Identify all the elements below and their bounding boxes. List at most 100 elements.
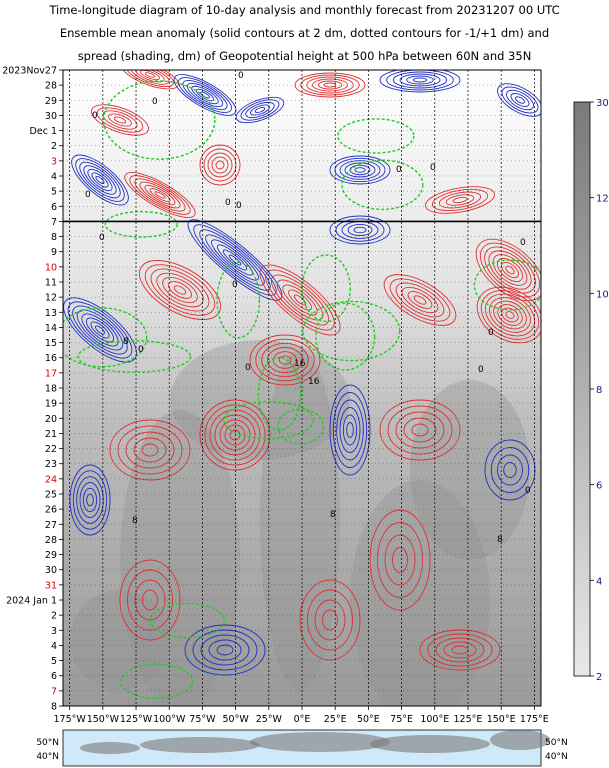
longitude-tick-label: 125°W xyxy=(120,714,153,725)
anomaly-contour xyxy=(317,80,343,90)
date-tick-label: 2 xyxy=(51,141,57,152)
colorbar-tick-label: 6 xyxy=(596,481,602,492)
anomaly-contour xyxy=(205,234,265,286)
chart-title-line-3: spread (shading, dm) of Geopotential hei… xyxy=(77,49,532,63)
anomaly-contour xyxy=(125,431,175,469)
anomaly-contour xyxy=(335,218,385,242)
anomaly-contour xyxy=(219,419,251,451)
contour-label: 0 xyxy=(488,328,494,338)
anomaly-contour xyxy=(427,633,493,667)
anomaly-contour xyxy=(515,96,525,104)
land-mass xyxy=(250,732,390,752)
anomaly-contour xyxy=(150,268,210,312)
date-tick-label: 12 xyxy=(45,293,57,304)
date-tick-label: 21 xyxy=(45,429,57,440)
anomaly-contour xyxy=(82,487,98,513)
longitude-tick-label: 100°E xyxy=(420,714,449,725)
anomaly-contour xyxy=(387,405,453,455)
contour-label: 0 xyxy=(430,163,436,173)
anomaly-contour xyxy=(501,261,519,279)
date-tick-label: 14 xyxy=(45,323,57,334)
zero-contour xyxy=(277,408,325,445)
anomaly-contour xyxy=(377,522,423,598)
contour-label: 0 xyxy=(152,97,158,107)
anomaly-contour xyxy=(480,242,540,298)
anomaly-contour xyxy=(129,175,191,215)
colorbar-tick-label: 8 xyxy=(596,385,602,396)
contour-label: 0 xyxy=(236,201,242,211)
anomaly-contour xyxy=(329,155,391,185)
anomaly-contour xyxy=(344,162,376,178)
anomaly-contour xyxy=(81,313,119,347)
date-tick-label: 19 xyxy=(45,399,57,410)
zero-contour xyxy=(473,259,541,311)
anomaly-contour xyxy=(86,493,94,507)
anomaly-contour xyxy=(452,196,468,204)
longitude-tick-label: 100°W xyxy=(153,714,186,725)
anomaly-contour xyxy=(484,439,536,501)
contour-label: 0 xyxy=(525,486,531,496)
anomaly-contour xyxy=(144,72,156,78)
anomaly-contour xyxy=(497,454,523,486)
date-tick-label: 3 xyxy=(51,156,57,167)
anomaly-contour xyxy=(144,264,216,316)
contour-label: 0 xyxy=(225,198,231,208)
anomaly-contour xyxy=(395,282,445,318)
contour-label: 0 xyxy=(232,280,238,290)
zero-contour xyxy=(315,302,376,371)
anomaly-contour xyxy=(254,107,266,113)
map-latitude-label: 40°N xyxy=(545,752,568,762)
anomaly-contour xyxy=(235,96,285,124)
anomaly-contour xyxy=(200,634,250,666)
anomaly-contour xyxy=(480,290,540,340)
zero-contour xyxy=(341,159,424,211)
anomaly-contour xyxy=(208,639,242,661)
land-mass xyxy=(370,735,490,753)
anomaly-contour xyxy=(379,70,461,93)
longitude-tick-label: 25°W xyxy=(256,714,283,725)
anomaly-contour xyxy=(79,482,101,518)
anomaly-contour xyxy=(282,284,318,316)
spread-patch xyxy=(350,480,490,706)
anomaly-contour xyxy=(249,334,321,386)
date-tick-label: 20 xyxy=(45,414,57,425)
date-tick-label: 13 xyxy=(45,308,57,319)
longitude-tick-label: 0°E xyxy=(294,714,311,725)
anomaly-contour xyxy=(224,424,246,446)
anomaly-contour xyxy=(489,297,531,333)
anomaly-contour xyxy=(389,278,451,322)
anomaly-contour xyxy=(228,254,242,266)
anomaly-contour xyxy=(403,417,437,443)
colorbar-tick-label: 12 xyxy=(596,194,609,205)
anomaly-contour xyxy=(484,293,536,337)
spread-patch xyxy=(410,380,530,560)
anomaly-contour xyxy=(91,172,109,188)
anomaly-contour xyxy=(154,191,166,199)
anomaly-contour xyxy=(276,279,324,321)
longitude-tick-label: 50°E xyxy=(357,714,380,725)
anomaly-contour xyxy=(270,274,330,326)
date-tick-label: 9 xyxy=(51,247,57,258)
anomaly-contour xyxy=(272,351,298,369)
longitude-tick-label: 150°E xyxy=(487,714,516,725)
anomaly-contour xyxy=(192,629,258,671)
anomaly-contour xyxy=(411,423,429,437)
anomaly-contour xyxy=(95,325,105,335)
date-tick-label: 26 xyxy=(45,505,57,516)
anomaly-contour xyxy=(307,589,353,651)
anomaly-contour xyxy=(438,191,482,209)
anomaly-contour xyxy=(510,93,530,107)
zero-contour xyxy=(216,261,261,339)
anomaly-contour xyxy=(401,286,439,314)
anomaly-contour xyxy=(113,116,127,124)
anomaly-contour xyxy=(95,175,105,185)
date-tick-label: 2 xyxy=(51,611,57,622)
land-mass xyxy=(140,737,260,753)
anomaly-contour xyxy=(306,76,354,94)
date-tick-label: 28 xyxy=(45,535,57,546)
anomaly-contour xyxy=(379,399,461,461)
anomaly-contour xyxy=(505,265,515,275)
longitude-tick-label: 75°W xyxy=(189,714,216,725)
zero-contour xyxy=(77,340,192,373)
date-tick-label: 11 xyxy=(45,278,57,289)
